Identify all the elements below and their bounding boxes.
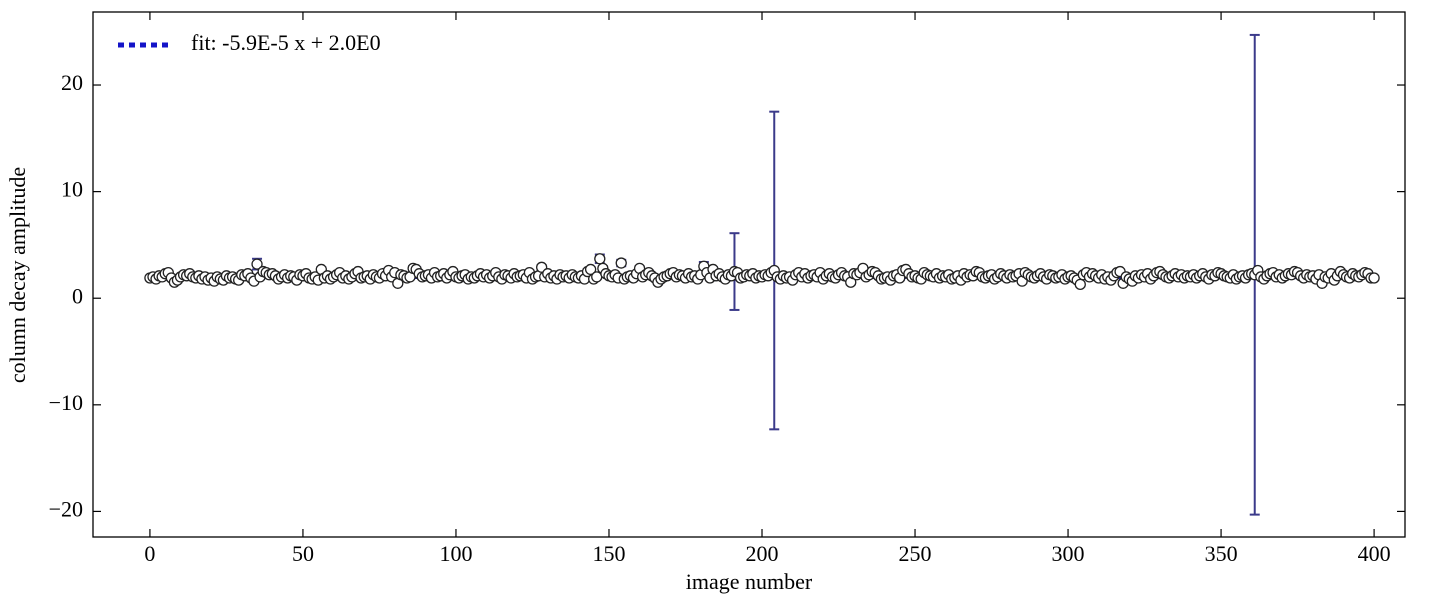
point [591, 271, 603, 283]
x-tick-label: 50 [292, 541, 314, 566]
axes-frame [92, 11, 1406, 538]
y-tick-label: 0 [72, 283, 83, 308]
x-tick-label: 0 [144, 541, 155, 566]
y-axis-label: column decay amplitude [5, 167, 30, 383]
y-tick-label: −10 [49, 390, 83, 415]
x-tick-label: 300 [1052, 541, 1085, 566]
x-tick-label: 350 [1205, 541, 1238, 566]
legend-label: fit: -5.9E-5 x + 2.0E0 [191, 30, 381, 55]
point [594, 253, 606, 265]
point [1074, 278, 1086, 291]
plot-area [144, 33, 1380, 516]
x-tick-label: 150 [592, 541, 625, 566]
point [1368, 272, 1380, 284]
x-tick-label: 250 [899, 541, 932, 566]
point [251, 258, 263, 270]
x-tick-label: 400 [1358, 541, 1391, 566]
x-tick-label: 100 [439, 541, 472, 566]
y-tick-label: 20 [61, 70, 83, 95]
x-tick-label: 200 [746, 541, 779, 566]
y-tick-label: −20 [49, 496, 83, 521]
x-axis-label: image number [686, 569, 813, 594]
point [615, 257, 627, 269]
y-tick-label: 10 [61, 177, 83, 202]
